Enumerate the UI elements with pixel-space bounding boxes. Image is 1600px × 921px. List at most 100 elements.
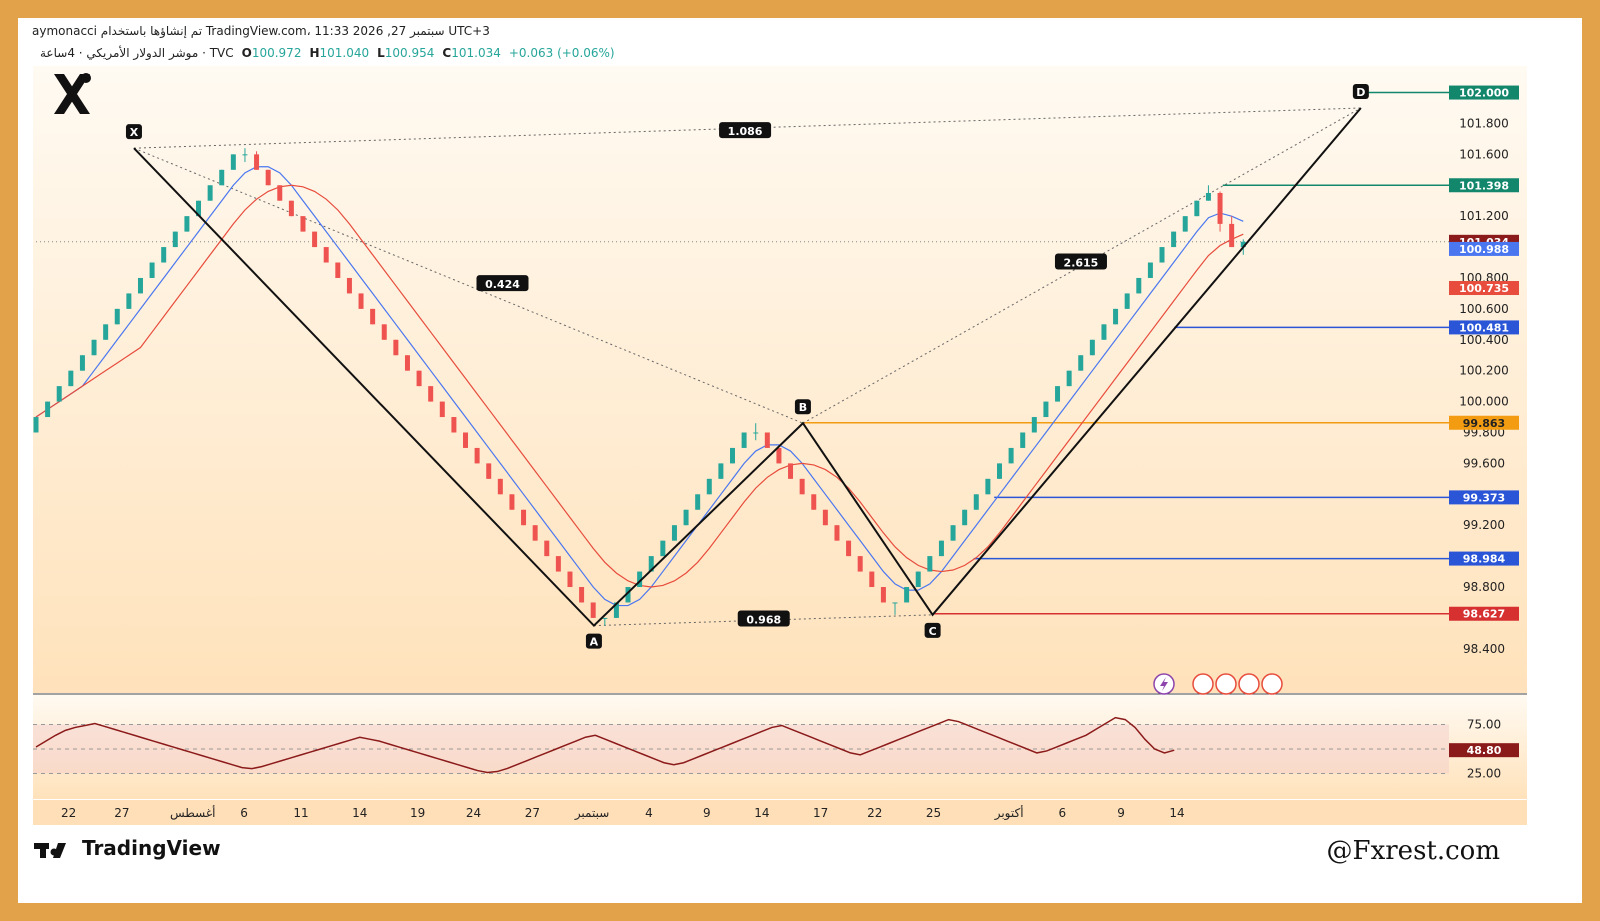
time-tick-label: أغسطس — [170, 805, 215, 821]
rsi-polyline — [35, 716, 1175, 774]
price-tick-label: 98.800 — [1463, 580, 1505, 594]
time-tick-label: 17 — [813, 806, 828, 820]
candle-body — [56, 386, 62, 402]
rsi-tick-label: 25.00 — [1467, 767, 1501, 781]
rsi-badge — [1449, 743, 1519, 758]
candle-body — [904, 587, 910, 603]
candle-body — [428, 386, 434, 402]
candle-body — [938, 540, 944, 557]
candle-body — [184, 216, 190, 232]
price-tick-label: 100.600 — [1459, 302, 1509, 316]
ratio-label-bg — [719, 122, 772, 139]
candle-body — [1240, 241, 1246, 248]
price-badge — [1449, 85, 1519, 100]
price-badge-label: 98.984 — [1463, 553, 1506, 566]
candle-body — [451, 417, 457, 433]
ratio-label-bg — [1054, 253, 1107, 270]
candle-body — [1124, 293, 1130, 309]
candle-body — [358, 293, 364, 309]
candle-body — [857, 556, 863, 572]
candle-body — [207, 185, 213, 201]
time-tick-label: أكتوبر — [994, 805, 1024, 821]
rsi-tick-label: 75.00 — [1467, 718, 1501, 732]
candles — [33, 148, 1246, 626]
candle-body — [486, 463, 492, 479]
candle-body — [1113, 308, 1119, 325]
us-flag-icon[interactable] — [1215, 673, 1237, 695]
candle-body — [509, 494, 515, 510]
candle-body — [416, 370, 422, 387]
price-badge-label: 99.373 — [1463, 491, 1505, 504]
price-badge-label: 98.627 — [1463, 608, 1505, 621]
time-tick-label: 4 — [645, 806, 653, 820]
price-levels — [36, 91, 1449, 615]
time-tick-label: 9 — [1117, 806, 1125, 820]
pattern-point-label: X — [130, 126, 139, 139]
us-flag-icon[interactable] — [1192, 673, 1214, 695]
price-badge — [1449, 415, 1519, 430]
candle-body — [729, 447, 735, 464]
time-tick-label: 9 — [703, 806, 711, 820]
candle-body — [1205, 192, 1211, 201]
candle-body — [625, 587, 631, 603]
price-badge — [1449, 490, 1519, 505]
price-tick-label: 99.200 — [1463, 518, 1505, 532]
candle-body — [695, 494, 701, 510]
time-axis: 22 27 أغسطس 6 11 14 19 24 27 سبتمبر 4 9 14 17 22 25 أكتو… — [61, 805, 1185, 821]
candle-body — [196, 200, 202, 217]
us-flag-icon[interactable] — [1261, 673, 1283, 695]
price-badge-label: 101.398 — [1459, 179, 1509, 192]
candle-body — [463, 432, 469, 448]
header-line-2: موشر الدولار الأمريكي · 4ساعة · TVC O100… — [40, 46, 615, 60]
candle-body — [172, 231, 178, 248]
rsi-band: 75.00 25.00 — [33, 718, 1501, 781]
ohlc-item: L100.954 — [377, 46, 435, 60]
price-tick-label: 99.600 — [1463, 456, 1505, 470]
candle-body — [1171, 231, 1177, 248]
price-badge — [1449, 551, 1519, 566]
price-tick-label: 100.200 — [1459, 364, 1509, 378]
candle-body — [753, 432, 759, 434]
candle-body — [219, 169, 225, 186]
ratio-label-bg — [476, 275, 529, 292]
ratio-label-bg — [737, 610, 790, 627]
candle-body — [811, 494, 817, 510]
price-badge-label: 100.988 — [1459, 243, 1509, 256]
event-icons[interactable] — [1153, 673, 1283, 695]
candle-body — [544, 540, 550, 557]
pattern-point-bg — [1352, 83, 1369, 99]
candle-body — [648, 556, 654, 572]
candle-body — [393, 339, 399, 356]
candle-body — [1066, 370, 1072, 387]
candle-body — [567, 571, 573, 588]
price-badges: 102.000101.398101.034100.988100.735100.4… — [1449, 85, 1519, 621]
pattern-point-label: A — [590, 636, 599, 649]
header-line-1: aymonacci تم إنشاؤها باستخدام TradingVie… — [32, 24, 490, 38]
time-tick-label: 25 — [926, 806, 941, 820]
ratio-label: 0.424 — [485, 278, 520, 291]
price-badge-label: 102.000 — [1459, 87, 1509, 100]
candle-body — [799, 478, 805, 495]
candle-body — [33, 417, 39, 433]
candle-body — [68, 370, 74, 387]
dotted-ratio-line — [133, 147, 804, 424]
time-tick-label: 6 — [1058, 806, 1066, 820]
candle-body — [45, 401, 51, 418]
time-tick-label: 6 — [240, 806, 248, 820]
candle-body — [962, 509, 968, 526]
candle-body — [1136, 277, 1142, 294]
pattern-point-label: C — [929, 625, 937, 638]
rsi-pane-bg — [33, 695, 1527, 799]
us-flag-icon[interactable] — [1238, 673, 1260, 695]
main-pane-bg — [33, 66, 1527, 693]
candle-body — [869, 571, 875, 588]
pattern-point-label: D — [1356, 86, 1365, 99]
time-tick-label: 22 — [867, 806, 882, 820]
candle-body — [335, 262, 341, 278]
candle-body — [880, 587, 886, 603]
watermark: @Fxrest.com — [1326, 836, 1500, 866]
candle-body — [265, 169, 271, 186]
time-tick-label: 22 — [61, 806, 76, 820]
candle-body — [161, 247, 167, 263]
